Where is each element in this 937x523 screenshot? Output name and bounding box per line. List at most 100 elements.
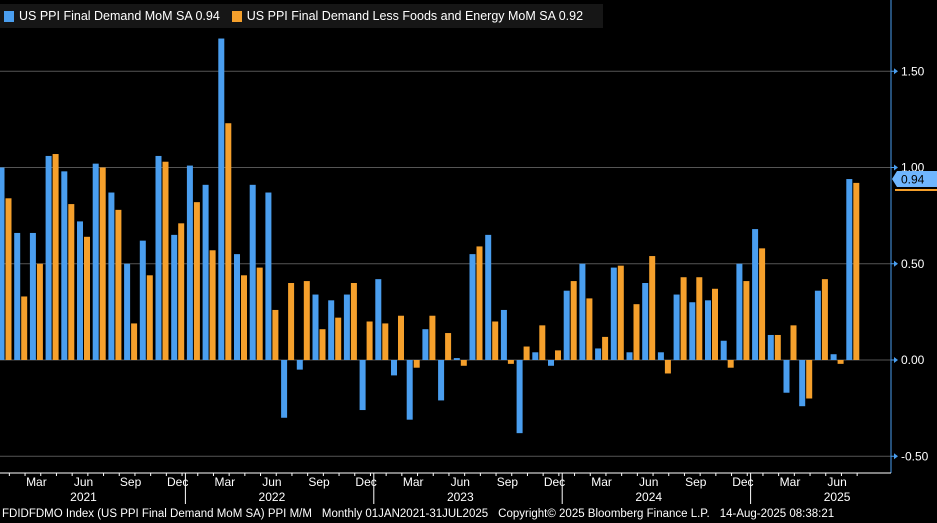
bar-series1[interactable] — [736, 263, 743, 360]
bar-series1[interactable] — [563, 290, 570, 360]
legend-item-series2[interactable]: US PPI Final Demand Less Foods and Energ… — [231, 9, 583, 23]
bar-series2[interactable] — [774, 334, 781, 360]
bar-series2[interactable] — [162, 161, 169, 360]
bar-series2[interactable] — [555, 350, 561, 360]
bar-series2[interactable] — [837, 360, 844, 364]
bar-series2[interactable] — [806, 360, 813, 399]
bar-series1[interactable] — [296, 360, 303, 370]
bar-series2[interactable] — [492, 321, 499, 361]
bar-series2[interactable] — [241, 275, 247, 360]
legend-item-series1[interactable]: US PPI Final Demand MoM SA 0.94 — [4, 9, 220, 23]
bar-series1[interactable] — [391, 360, 397, 376]
bar-series1[interactable] — [532, 352, 539, 360]
bar-series1[interactable] — [14, 232, 21, 360]
bar-series1[interactable] — [610, 267, 617, 360]
bar-series2[interactable] — [743, 281, 750, 360]
bar-series2[interactable] — [727, 360, 734, 368]
bar-series2[interactable] — [225, 123, 232, 360]
bar-series2[interactable] — [84, 236, 90, 360]
bar-series1[interactable] — [548, 360, 554, 366]
bar-series1[interactable] — [626, 352, 633, 360]
bar-series2[interactable] — [586, 298, 593, 360]
bar-series1[interactable] — [720, 340, 727, 360]
bar-series2[interactable] — [476, 246, 483, 360]
bar-series1[interactable] — [469, 254, 476, 360]
bar-series1[interactable] — [108, 192, 115, 360]
bar-series2[interactable] — [382, 323, 389, 360]
bar-series2[interactable] — [507, 360, 514, 364]
bar-series1[interactable] — [92, 163, 99, 360]
bar-series2[interactable] — [821, 279, 828, 360]
bar-series2[interactable] — [649, 256, 656, 360]
bar-series1[interactable] — [595, 348, 602, 360]
bar-series1[interactable] — [29, 232, 36, 360]
bar-series1[interactable] — [77, 221, 83, 360]
bar-series2[interactable] — [413, 360, 420, 368]
bar-series2[interactable] — [429, 315, 436, 360]
bar-series2[interactable] — [115, 209, 122, 360]
bar-series1[interactable] — [752, 229, 759, 360]
bar-series2[interactable] — [21, 296, 28, 360]
bar-series1[interactable] — [657, 352, 664, 360]
bar-series2[interactable] — [759, 248, 766, 360]
bar-series2[interactable] — [523, 346, 530, 360]
bar-series1[interactable] — [375, 279, 382, 360]
bar-series2[interactable] — [303, 281, 310, 360]
bar-series1[interactable] — [642, 283, 649, 360]
bar-series1[interactable] — [328, 300, 335, 360]
bars[interactable] — [0, 38, 860, 434]
bar-series1[interactable] — [830, 354, 837, 360]
bar-series1[interactable] — [673, 294, 680, 360]
bar-series1[interactable] — [500, 309, 507, 360]
bar-series2[interactable] — [680, 277, 687, 360]
bar-series1[interactable] — [406, 360, 413, 420]
bar-series2[interactable] — [617, 265, 624, 360]
bar-series1[interactable] — [265, 192, 272, 360]
bar-series2[interactable] — [5, 198, 12, 360]
bar-series1[interactable] — [799, 360, 806, 407]
bar-series1[interactable] — [453, 358, 460, 360]
bar-series1[interactable] — [689, 302, 696, 360]
bar-series2[interactable] — [790, 325, 797, 360]
bar-series1[interactable] — [485, 234, 492, 360]
bar-series1[interactable] — [846, 179, 853, 360]
bar-series2[interactable] — [335, 317, 342, 360]
bar-series1[interactable] — [45, 155, 52, 360]
bar-series2[interactable] — [570, 281, 577, 360]
bar-series1[interactable] — [234, 254, 240, 360]
bar-series2[interactable] — [398, 315, 404, 360]
bar-series1[interactable] — [139, 240, 146, 360]
bar-series2[interactable] — [350, 283, 357, 360]
bar-series2[interactable] — [460, 360, 467, 366]
bar-series2[interactable] — [193, 202, 200, 360]
bar-series1[interactable] — [186, 165, 193, 360]
bar-series2[interactable] — [664, 360, 671, 374]
bar-series1[interactable] — [343, 294, 350, 360]
bar-series2[interactable] — [68, 204, 75, 360]
bar-series2[interactable] — [445, 333, 452, 360]
bar-series2[interactable] — [288, 283, 295, 360]
bar-series1[interactable] — [705, 300, 711, 360]
bar-series2[interactable] — [36, 263, 43, 360]
bar-series2[interactable] — [256, 267, 263, 360]
bar-series2[interactable] — [366, 321, 373, 361]
bar-series2[interactable] — [696, 277, 703, 360]
bar-series2[interactable] — [319, 329, 326, 360]
bar-series1[interactable] — [783, 360, 790, 393]
bar-series2[interactable] — [602, 336, 609, 360]
bar-series2[interactable] — [178, 223, 185, 360]
bar-series2[interactable] — [209, 250, 216, 360]
bar-series1[interactable] — [61, 171, 68, 360]
bar-series1[interactable] — [516, 360, 523, 434]
bar-series2[interactable] — [272, 309, 279, 360]
bar-series1[interactable] — [767, 334, 774, 360]
bar-series1[interactable] — [281, 360, 288, 418]
bar-series1[interactable] — [171, 234, 178, 360]
bar-series1[interactable] — [422, 329, 429, 360]
bar-series1[interactable] — [124, 263, 131, 360]
bar-series1[interactable] — [155, 155, 162, 360]
bar-series1[interactable] — [359, 360, 366, 411]
bar-series2[interactable] — [633, 304, 640, 360]
bar-series2[interactable] — [52, 154, 59, 360]
bar-series1[interactable] — [814, 290, 821, 360]
